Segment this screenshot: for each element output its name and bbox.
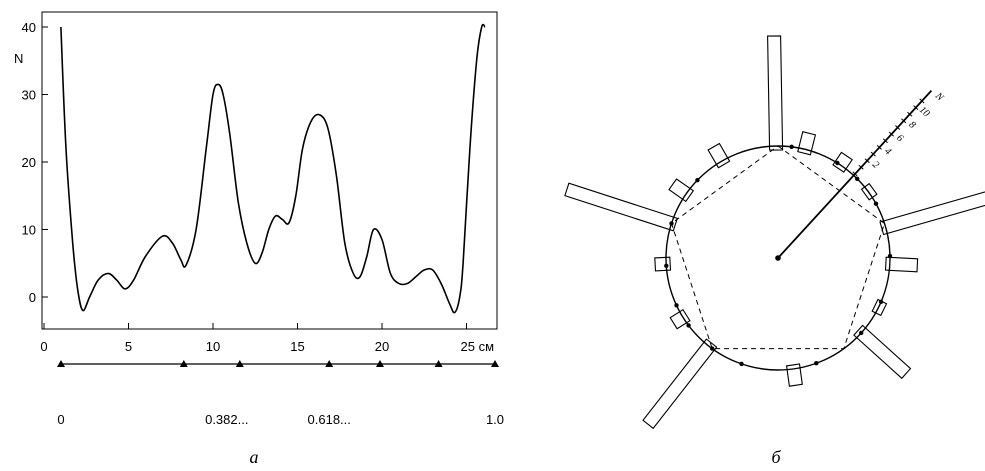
number-line-label: 0.382... xyxy=(205,412,248,427)
number-line-marker xyxy=(375,360,384,367)
radial-bar xyxy=(832,151,853,173)
radial-axis-label: N xyxy=(932,90,946,104)
panel-b-caption: б xyxy=(771,447,781,467)
radial-tick-label: 8 xyxy=(906,119,917,130)
radial-tick xyxy=(895,125,901,130)
radial-tick xyxy=(907,111,913,117)
radial-tick xyxy=(901,118,907,124)
radial-bar xyxy=(669,308,691,330)
number-line-marker xyxy=(57,360,65,367)
circle-dot xyxy=(878,299,884,304)
x-tick-label: 10 xyxy=(206,339,220,354)
circle-dot xyxy=(814,361,819,366)
x-tick-label: 15 xyxy=(290,339,304,354)
x-tick-label: 20 xyxy=(375,339,389,354)
circle-dot xyxy=(664,263,669,268)
radial-bar xyxy=(668,178,695,203)
radial-bar xyxy=(853,324,912,380)
circle-dot xyxy=(674,303,679,308)
x-tick-label: 25 см xyxy=(461,339,495,354)
radial-bar xyxy=(879,191,985,236)
radial-tick-label: 4 xyxy=(882,146,893,157)
panel-a-caption: а xyxy=(250,447,259,467)
y-axis-label: N xyxy=(14,51,23,66)
circle-dot xyxy=(695,178,700,183)
circle-dot xyxy=(789,144,794,149)
radial-bar xyxy=(564,182,678,232)
radial-tick xyxy=(882,138,888,144)
panel-a-line-chart: 0 10 20 30 40 0 5 10 15 20 25 см N 0 0.382... 0.618… xyxy=(14,11,504,467)
number-line-marker xyxy=(491,360,499,367)
x-axis-ticks: 0 5 10 15 20 25 см xyxy=(40,323,494,354)
y-tick-label: 40 xyxy=(22,20,36,35)
circle-dot xyxy=(710,346,715,351)
radial-bar xyxy=(884,256,919,273)
radial-tick xyxy=(858,164,864,170)
y-axis-ticks: 0 10 20 30 40 xyxy=(22,20,48,305)
radial-tick xyxy=(876,145,882,150)
radial-bar xyxy=(767,35,784,151)
circle-dot xyxy=(855,176,860,181)
x-tick-label: 5 xyxy=(125,339,132,354)
radial-bar xyxy=(642,338,718,430)
radial-tick xyxy=(870,151,876,157)
number-line-marker xyxy=(325,360,334,367)
circle-dot xyxy=(859,330,864,336)
circle-dot xyxy=(739,361,744,367)
radial-tick xyxy=(888,131,895,137)
number-line-marker xyxy=(179,360,188,367)
number-line: 0 0.382... 0.618... 1.0 xyxy=(57,360,504,427)
number-line-label: 1.0 xyxy=(486,412,504,427)
number-line-marker xyxy=(434,360,443,367)
circle-dot xyxy=(835,160,840,166)
radial-bar xyxy=(707,142,731,169)
circle-dot xyxy=(887,253,893,259)
radial-tick-label: 2 xyxy=(870,159,881,170)
inscribed-pentagon xyxy=(670,145,886,350)
x-tick-label: 0 xyxy=(40,339,47,354)
circle-dot xyxy=(669,221,674,226)
y-tick-label: 10 xyxy=(22,223,36,238)
circle-dots xyxy=(664,144,893,367)
y-tick-label: 20 xyxy=(22,155,36,170)
plot-frame xyxy=(41,11,498,330)
radial-tick xyxy=(852,171,858,177)
number-line-marker xyxy=(235,360,244,367)
circle-dot xyxy=(686,323,691,328)
radial-tick xyxy=(864,158,870,164)
radial-tick xyxy=(913,105,919,110)
radial-bar xyxy=(654,256,672,272)
radial-tick xyxy=(919,98,925,104)
series-line xyxy=(60,23,486,314)
y-tick-label: 30 xyxy=(22,88,36,103)
number-line-label: 0 xyxy=(57,412,64,427)
y-tick-label: 0 xyxy=(29,290,36,305)
radial-tick-label: 10 xyxy=(917,104,932,119)
number-line-label: 0.618... xyxy=(308,412,351,427)
radial-tick-label: 6 xyxy=(894,133,905,144)
circle-dot xyxy=(873,201,879,206)
